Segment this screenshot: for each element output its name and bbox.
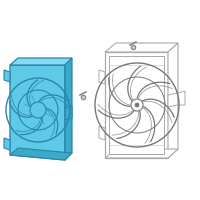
Polygon shape <box>65 58 72 160</box>
Polygon shape <box>168 93 178 107</box>
Polygon shape <box>10 148 72 160</box>
Polygon shape <box>168 43 178 158</box>
Polygon shape <box>105 52 168 158</box>
Polygon shape <box>10 65 65 160</box>
Polygon shape <box>105 43 178 52</box>
Polygon shape <box>10 58 72 65</box>
Polygon shape <box>4 138 10 150</box>
Polygon shape <box>105 149 178 158</box>
Polygon shape <box>99 126 105 140</box>
Polygon shape <box>109 56 164 154</box>
Polygon shape <box>65 106 72 120</box>
Polygon shape <box>178 91 185 105</box>
Circle shape <box>30 102 46 118</box>
Circle shape <box>131 99 143 111</box>
Polygon shape <box>99 70 105 84</box>
Polygon shape <box>4 70 10 82</box>
Circle shape <box>135 103 139 107</box>
